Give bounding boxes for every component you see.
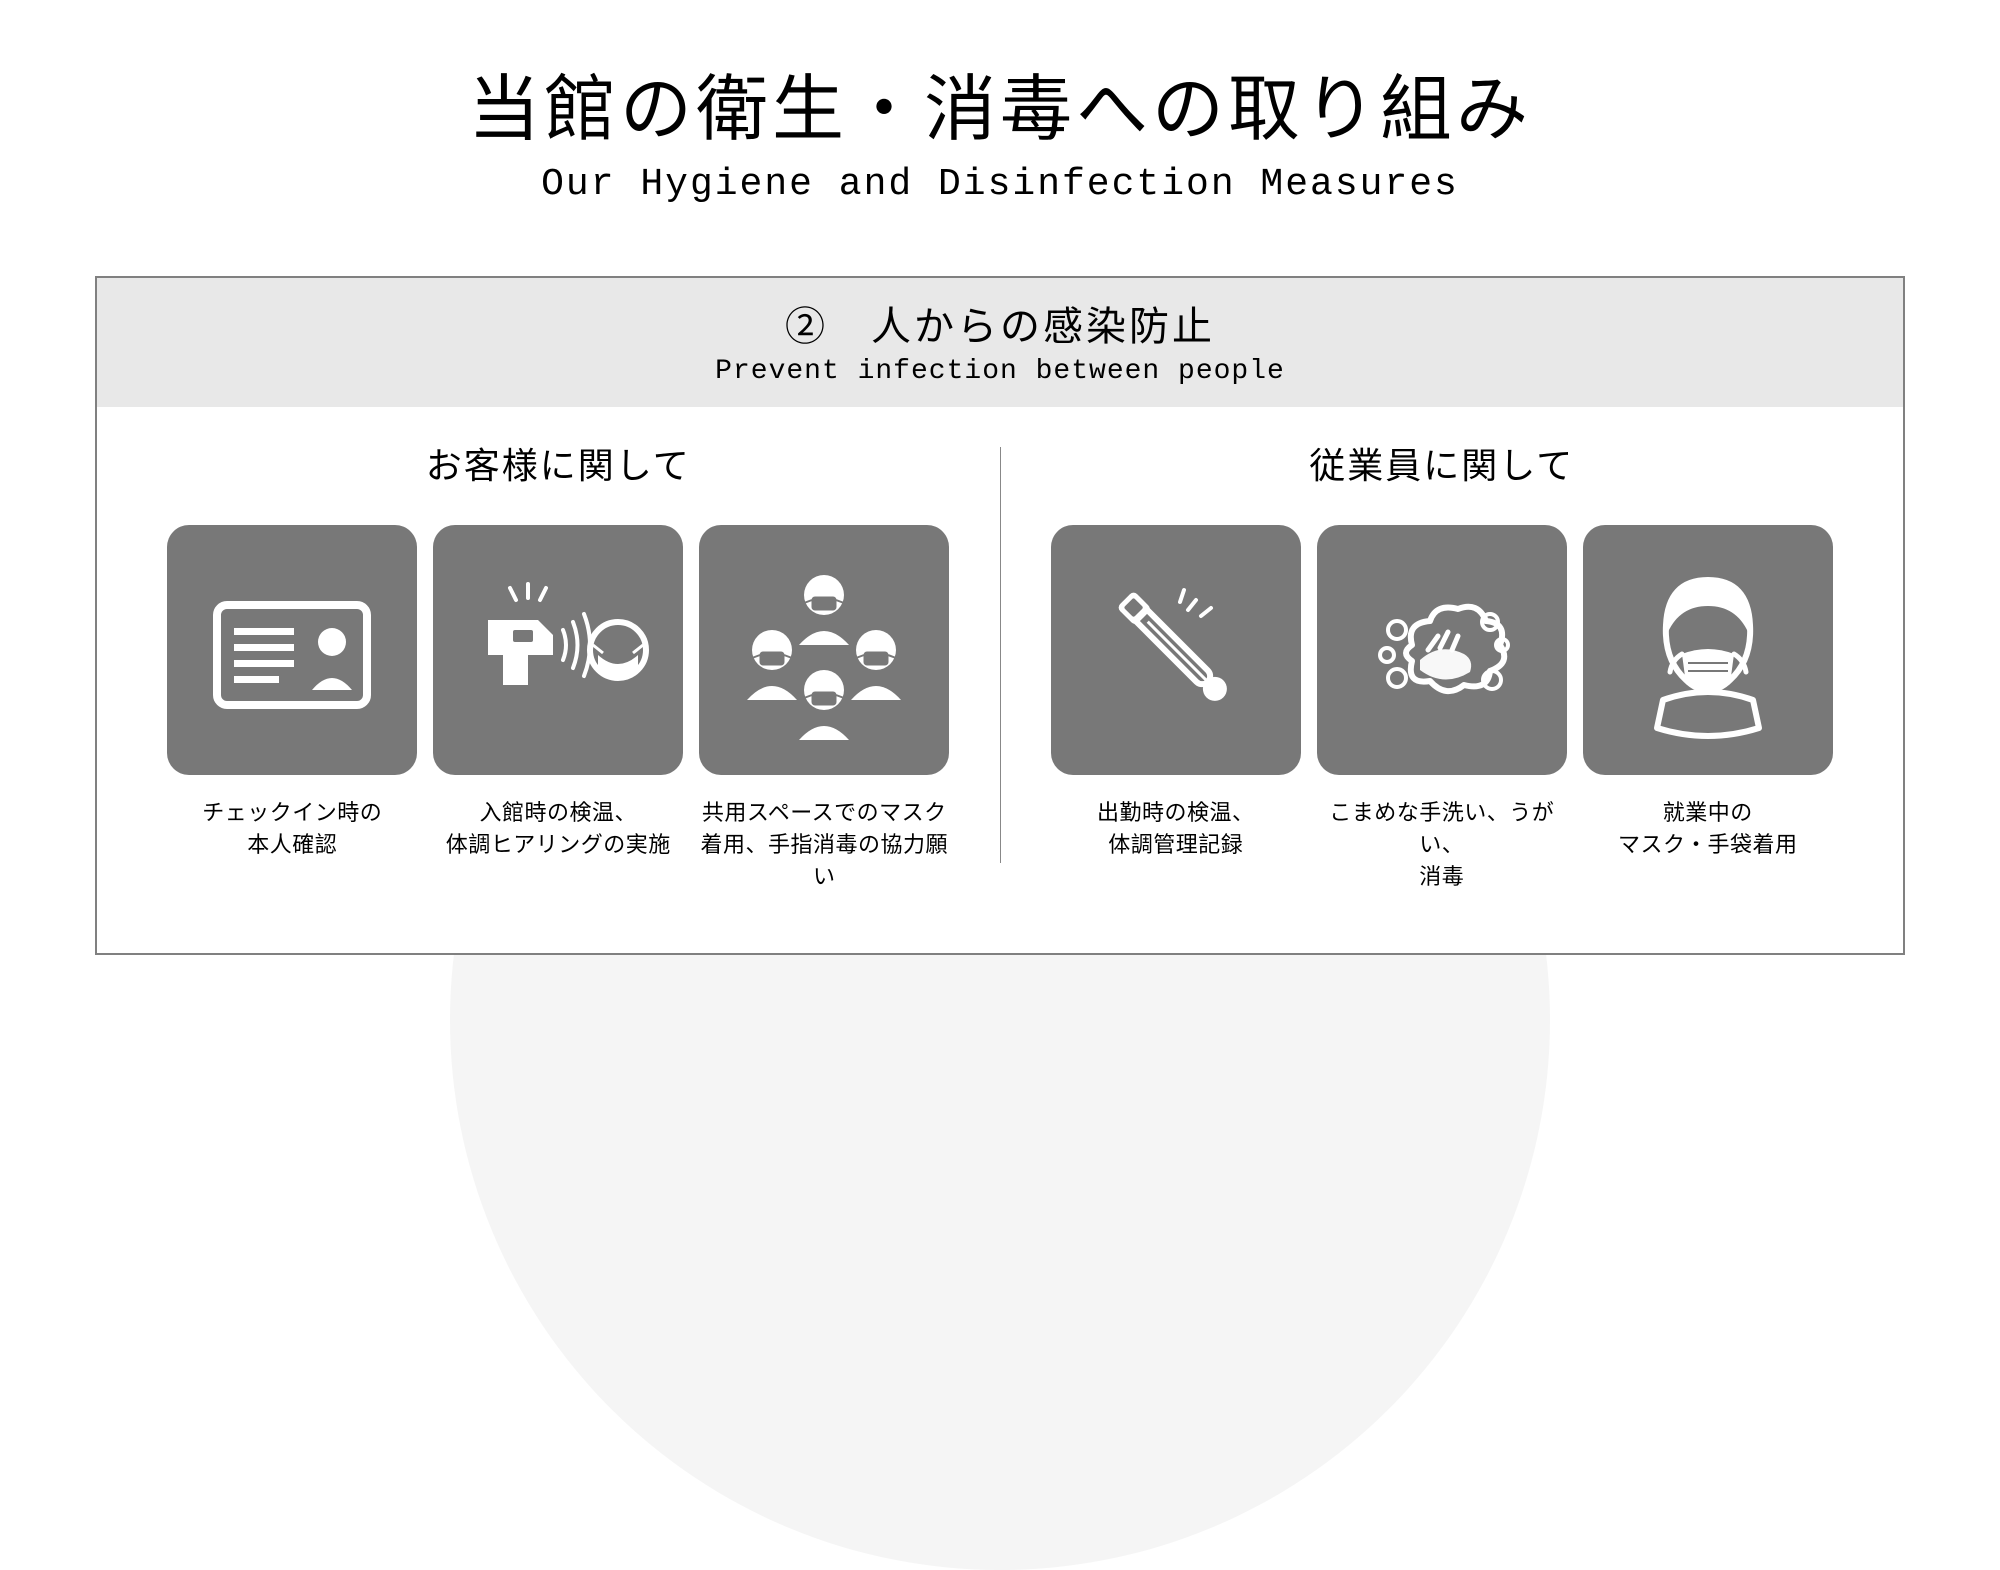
temp-check-icon — [433, 525, 683, 775]
card-mask-group: 共用スペースでのマスク 着用、手指消毒の協力願い — [699, 525, 949, 893]
staff-heading: 従業員に関して — [1031, 437, 1854, 489]
card-caption: 入館時の検温、 体調ヒアリングの実施 — [446, 797, 671, 861]
card-temp-check: 入館時の検温、 体調ヒアリングの実施 — [433, 525, 683, 893]
thermometer-icon — [1051, 525, 1301, 775]
section-panel: ② 人からの感染防止 Prevent infection between peo… — [95, 276, 1905, 955]
card-mask-person: 就業中の マスク・手袋着用 — [1583, 525, 1833, 893]
staff-column: 従業員に関して — [1031, 437, 1854, 893]
columns-container: お客様に関して — [97, 407, 1903, 953]
page-title: 当館の衛生・消毒への取り組み — [0, 0, 2000, 155]
guests-cards: チェックイン時の 本人確認 — [147, 525, 970, 893]
card-caption: こまめな手洗い、うがい、 消毒 — [1317, 797, 1567, 893]
section-subtitle: Prevent infection between people — [97, 356, 1903, 387]
section-header: ② 人からの感染防止 Prevent infection between peo… — [97, 278, 1903, 407]
staff-cards: 出勤時の検温、 体調管理記録 — [1031, 525, 1854, 893]
page-subtitle: Our Hygiene and Disinfection Measures — [0, 163, 2000, 206]
card-hand-wash: こまめな手洗い、うがい、 消毒 — [1317, 525, 1567, 893]
guests-heading: お客様に関して — [147, 437, 970, 489]
card-caption: 就業中の マスク・手袋着用 — [1618, 797, 1798, 861]
mask-group-icon — [699, 525, 949, 775]
section-title: ② 人からの感染防止 — [97, 294, 1903, 352]
column-divider — [1000, 447, 1001, 863]
id-card-icon — [167, 525, 417, 775]
hand-wash-icon — [1317, 525, 1567, 775]
card-id-check: チェックイン時の 本人確認 — [167, 525, 417, 893]
guests-column: お客様に関して — [147, 437, 970, 893]
card-caption: 出勤時の検温、 体調管理記録 — [1097, 797, 1255, 861]
card-thermometer: 出勤時の検温、 体調管理記録 — [1051, 525, 1301, 893]
card-caption: チェックイン時の 本人確認 — [202, 797, 382, 861]
card-caption: 共用スペースでのマスク 着用、手指消毒の協力願い — [699, 797, 949, 893]
mask-person-icon — [1583, 525, 1833, 775]
